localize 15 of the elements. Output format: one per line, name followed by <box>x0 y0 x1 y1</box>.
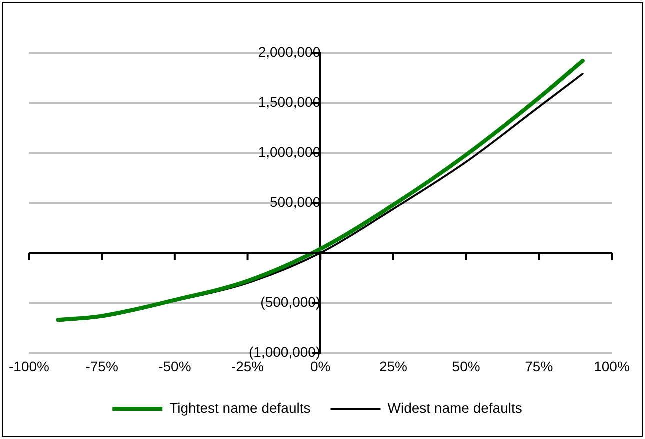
y-tick-label: (500,000) <box>260 294 321 310</box>
y-tick-label: (1,000,000) <box>249 344 321 360</box>
legend-label: Widest name defaults <box>388 400 522 416</box>
x-tick-label: 50% <box>452 358 480 374</box>
legend-label: Tightest name defaults <box>170 400 311 416</box>
x-tick-label: -75% <box>86 358 118 374</box>
y-tick-label: 2,000,000 <box>258 44 321 60</box>
x-tick-label: -100% <box>9 358 50 374</box>
y-tick-label: 1,000,000 <box>258 144 321 160</box>
x-tick-label: 100% <box>594 358 630 374</box>
x-tick-label: 25% <box>379 358 408 374</box>
x-tick-label: 75% <box>525 358 554 374</box>
y-tick-label: 500,000 <box>270 194 321 210</box>
y-tick-label: 1,500,000 <box>258 94 321 110</box>
x-tick-label: -50% <box>158 358 192 374</box>
